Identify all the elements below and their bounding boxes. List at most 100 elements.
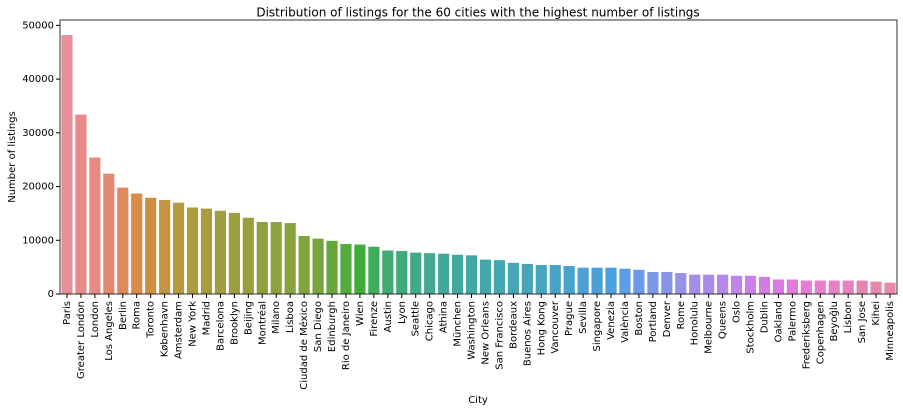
bar — [800, 280, 812, 294]
bar — [577, 267, 589, 294]
x-tick-label: London — [90, 301, 101, 338]
y-tick-label: 0 — [48, 289, 54, 300]
bar — [479, 259, 492, 294]
plot-frame — [59, 19, 898, 295]
bar — [103, 173, 115, 294]
x-tick-label: Rio de Janeiro — [341, 301, 352, 370]
x-tick-label: Wien — [355, 301, 366, 326]
bar — [228, 212, 240, 294]
x-tick-label: Vancouver — [550, 300, 561, 354]
x-tick-label: Berlin — [118, 301, 129, 330]
bar — [884, 282, 896, 294]
x-tick-label: Buenos Aires — [522, 301, 533, 366]
bar — [689, 274, 701, 294]
x-tick-label: San Francisco — [494, 301, 505, 370]
x-tick-label: Madrid — [201, 301, 212, 335]
bar — [117, 187, 129, 294]
x-tick-label: Sevilla — [578, 301, 589, 334]
x-tick-label: Lisbon — [843, 301, 854, 333]
bar — [410, 252, 422, 294]
x-tick-label: Oslo — [732, 301, 743, 323]
bar — [493, 260, 506, 294]
x-tick-label: Bordeaux — [508, 301, 519, 349]
x-tick-label: Washington — [467, 301, 478, 360]
x-tick-label: Beyoğlu — [828, 301, 840, 342]
bar — [786, 279, 798, 294]
x-tick-label: Los Angeles — [104, 301, 115, 361]
x-tick-label: Hong Kong — [536, 301, 547, 355]
bar — [870, 281, 882, 294]
x-tick-label: Queens — [718, 301, 729, 339]
bar — [758, 276, 771, 294]
bar — [326, 240, 338, 294]
x-tick-label: Dublin — [759, 301, 770, 333]
x-tick-label: Palermo — [787, 301, 798, 341]
x-tick-label: København — [160, 301, 171, 357]
x-tick-label: Stockholm — [746, 301, 757, 354]
x-tick-label: Rome — [676, 301, 687, 330]
bar — [465, 255, 478, 294]
x-tick-label: Melbourne — [704, 301, 715, 354]
bar — [312, 238, 324, 294]
bar — [270, 222, 282, 294]
bar — [438, 253, 450, 294]
bar — [172, 202, 185, 294]
x-tick-label: Austin — [383, 301, 394, 332]
x-tick-label: València — [619, 301, 631, 343]
x-tick-label: Athina — [439, 301, 450, 333]
bar — [75, 114, 87, 295]
x-tick-label: Roma — [132, 301, 143, 330]
x-tick-label: Toronto — [146, 301, 157, 339]
x-tick-label: Milano — [271, 301, 282, 334]
bar — [605, 267, 617, 294]
bar — [451, 254, 464, 294]
bar — [744, 275, 757, 294]
x-tick-label: New York — [188, 301, 199, 347]
x-tick-label: München — [453, 301, 464, 347]
x-tick-label: Boston — [634, 301, 645, 336]
x-tick-label: Chicago — [425, 301, 436, 341]
bar — [396, 251, 408, 294]
y-tick-label: 20000 — [22, 182, 54, 193]
bar — [814, 280, 826, 294]
bar — [535, 264, 547, 294]
bar — [661, 271, 673, 294]
bar — [549, 264, 561, 294]
bar — [382, 250, 394, 294]
bar — [242, 217, 254, 294]
x-tick-label: Lyon — [397, 301, 408, 324]
bar — [61, 35, 73, 294]
x-tick-label: San Jose — [857, 301, 868, 343]
x-tick-label: Oakland — [773, 301, 784, 342]
bar — [842, 280, 854, 294]
bar — [717, 274, 729, 294]
x-tick-label: Singapore — [592, 301, 603, 351]
bar — [145, 197, 157, 294]
chart-title: Distribution of listings for the 60 citi… — [256, 6, 699, 20]
bar — [507, 262, 519, 294]
x-tick-label: Denver — [662, 300, 673, 337]
bar — [186, 207, 199, 294]
x-tick-label: Honolulu — [690, 301, 701, 345]
bar — [633, 269, 645, 294]
bar — [354, 244, 366, 294]
bar — [675, 273, 687, 294]
x-tick-label: Minneapolis — [885, 301, 896, 361]
bar — [619, 268, 631, 294]
x-tick-label: Lisboa — [285, 301, 296, 333]
bar — [772, 279, 785, 294]
bar — [284, 223, 296, 294]
bar — [340, 244, 352, 294]
x-tick-label: Edinburgh — [327, 301, 338, 352]
x-tick-label: San Diego — [313, 301, 324, 352]
bar — [256, 222, 268, 294]
x-tick-label: Venezia — [606, 301, 617, 340]
x-tick-label: Portland — [648, 301, 659, 342]
bar — [368, 246, 380, 294]
y-axis-label: Number of listings — [7, 111, 18, 203]
x-tick-label: Brooklyn — [229, 301, 240, 345]
x-tick-label: Beijing — [243, 301, 254, 335]
y-tick-label: 40000 — [22, 74, 54, 85]
x-axis-label: City — [468, 395, 488, 406]
bar — [703, 274, 715, 294]
